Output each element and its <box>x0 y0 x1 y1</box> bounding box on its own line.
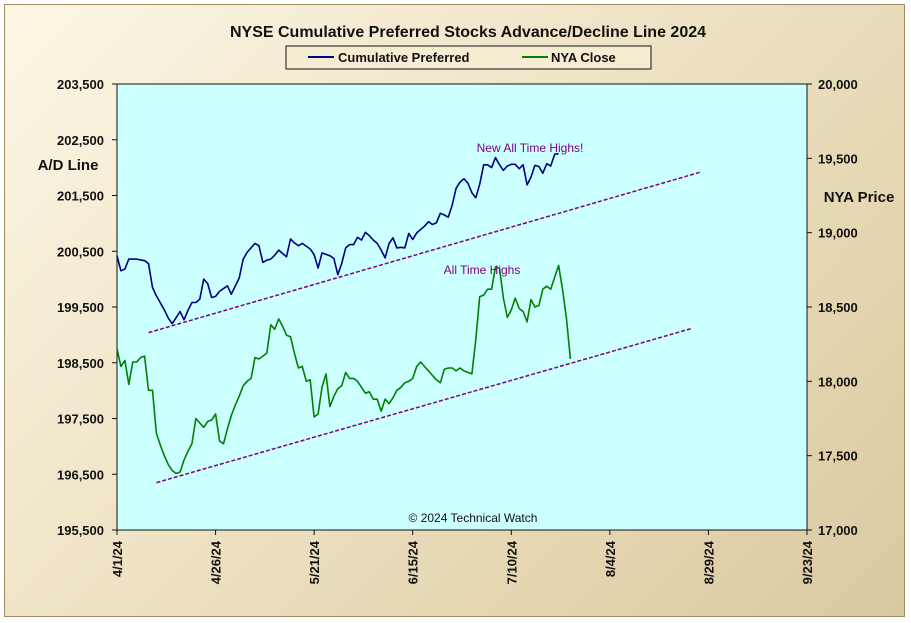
x-tick-label: 4/26/24 <box>209 540 224 584</box>
right-axis-ticks: 17,000 17,500 18,000 18,500 19,000 19,500 20,0… <box>807 77 858 538</box>
x-tick-label: 6/15/24 <box>406 540 421 584</box>
trendlines <box>148 171 701 484</box>
left-tick-label: 195,500 <box>57 523 104 538</box>
x-tick-label: 4/1/24 <box>110 540 125 577</box>
left-axis-ticks: 195,500 196,500 197,500 198,500 199,500 200,5… <box>57 77 117 538</box>
left-tick-label: 202,500 <box>57 133 104 148</box>
right-tick-label: 17,000 <box>818 523 858 538</box>
left-axis-label: A/D Line <box>38 157 99 174</box>
right-tick-label: 17,500 <box>818 449 858 464</box>
series-line-cumulative-preferred <box>116 152 559 325</box>
series-lines <box>116 152 572 475</box>
x-tick-label: 8/29/24 <box>701 540 716 584</box>
plot-area <box>116 83 808 531</box>
legend-label-nya-close: NYA Close <box>551 50 616 65</box>
left-tick-label: 200,500 <box>57 244 104 259</box>
left-tick-label: 199,500 <box>57 300 104 315</box>
right-axis-label: NYA Price <box>824 189 895 206</box>
right-tick-label: 19,500 <box>818 151 858 166</box>
x-tick-label: 8/4/24 <box>603 540 618 577</box>
right-tick-label: 18,000 <box>818 374 858 389</box>
legend-box <box>285 45 652 70</box>
x-tick-label: 7/10/24 <box>504 540 519 584</box>
annotation-new-all-time-highs: New All Time Highs! <box>477 141 584 155</box>
chart-title: NYSE Cumulative Preferred Stocks Advance… <box>230 24 706 41</box>
left-tick-label: 203,500 <box>57 77 104 92</box>
left-tick-label: 197,500 <box>57 412 104 427</box>
right-tick-label: 18,500 <box>818 300 858 315</box>
right-tick-label: 19,000 <box>818 226 858 241</box>
left-tick-label: 201,500 <box>57 189 104 204</box>
x-tick-label: 9/23/24 <box>800 540 815 584</box>
right-tick-label: 20,000 <box>818 77 858 92</box>
series-line-nya-close <box>116 264 572 475</box>
left-tick-label: 198,500 <box>57 356 104 371</box>
x-axis-ticks: 4/1/24 4/26/24 5/21/24 6/15/24 7/10/24 8/4/24… <box>110 530 815 584</box>
copyright-text: © 2024 Technical Watch <box>409 511 538 525</box>
annotation-all-time-highs: All Time Highs <box>444 263 521 277</box>
trendline <box>156 327 693 484</box>
left-tick-label: 196,500 <box>57 467 104 482</box>
x-tick-label: 5/21/24 <box>307 540 322 584</box>
legend-label-cumulative-preferred: Cumulative Preferred <box>338 50 470 65</box>
